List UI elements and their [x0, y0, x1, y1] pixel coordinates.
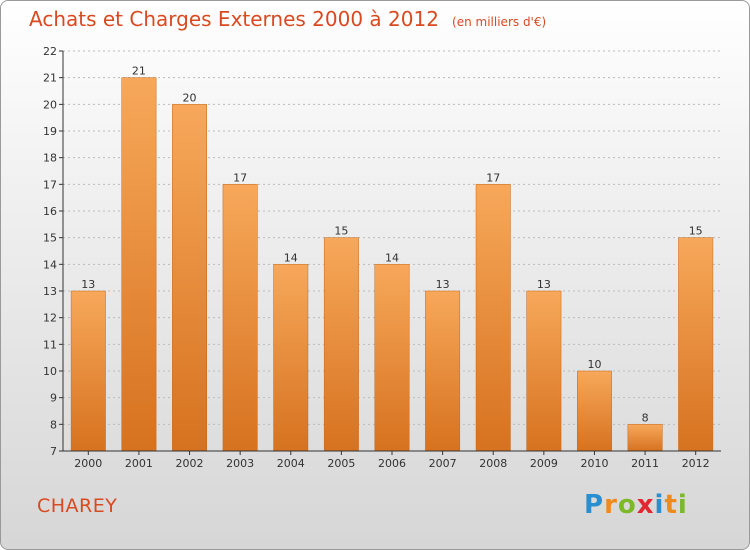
bar-value-label: 20 [183, 91, 197, 104]
bar [526, 290, 562, 452]
bar-value-label: 15 [334, 225, 348, 238]
logo-letter: o [617, 490, 637, 520]
x-tick-label: 2011 [631, 457, 659, 470]
logo-letter: t [664, 490, 678, 520]
bar-value-label: 17 [233, 171, 247, 184]
logo-letter: i [654, 490, 665, 520]
y-tick-label: 11 [43, 338, 57, 351]
chart-title-block: Achats et Charges Externes 2000 à 2012 (… [29, 7, 546, 31]
x-tick-label: 2012 [682, 457, 710, 470]
logo-letter: x [636, 490, 655, 520]
proxiti-logo[interactable]: Proxiti [584, 490, 688, 520]
bar [70, 290, 106, 452]
bar-value-label: 14 [385, 251, 399, 264]
bar-value-label: 13 [436, 278, 450, 291]
logo-letter: r [604, 490, 618, 520]
y-tick-label: 14 [43, 258, 57, 271]
bar-value-label: 15 [689, 225, 703, 238]
x-tick-label: 2006 [378, 457, 406, 470]
x-tick-label: 2008 [479, 457, 507, 470]
x-tick-label: 2003 [226, 457, 254, 470]
y-tick-label: 21 [43, 72, 57, 85]
y-tick-label: 18 [43, 152, 57, 165]
x-tick-label: 2010 [580, 457, 608, 470]
logo-letter: i [677, 490, 688, 520]
y-tick-label: 22 [43, 45, 57, 58]
bar [475, 184, 511, 452]
bar-value-label: 10 [587, 358, 601, 371]
y-tick-label: 19 [43, 125, 57, 138]
y-tick-label: 12 [43, 312, 57, 325]
bar-value-label: 8 [642, 411, 649, 424]
bar [627, 424, 663, 452]
bar [425, 290, 461, 452]
bar-value-label: 17 [486, 171, 500, 184]
commune-name: CHAREY [37, 495, 118, 517]
bar [172, 104, 207, 452]
bar-value-label: 13 [81, 278, 95, 291]
y-tick-label: 7 [50, 445, 57, 458]
chart-unit: (en milliers d'€) [452, 15, 547, 29]
y-tick-label: 8 [50, 418, 57, 431]
bar [273, 264, 309, 452]
y-tick-label: 16 [43, 205, 57, 218]
y-tick-label: 10 [43, 365, 57, 378]
x-tick-label: 2007 [429, 457, 457, 470]
bar [222, 184, 258, 452]
bar [323, 237, 359, 452]
bar [577, 370, 612, 452]
bar [121, 77, 157, 452]
chart-title: Achats et Charges Externes 2000 à 2012 [29, 7, 439, 31]
y-tick-label: 15 [43, 232, 57, 245]
bar-value-label: 14 [284, 251, 298, 264]
y-tick-label: 20 [43, 98, 57, 111]
bar-value-label: 13 [537, 278, 551, 291]
x-tick-label: 2009 [530, 457, 558, 470]
bar [374, 264, 410, 452]
y-tick-label: 13 [43, 285, 57, 298]
bar-value-label: 21 [132, 65, 146, 78]
y-tick-label: 9 [50, 392, 57, 405]
logo-letter: P [584, 490, 605, 520]
bar [678, 237, 714, 452]
x-tick-label: 2001 [125, 457, 153, 470]
y-tick-label: 17 [43, 178, 57, 191]
x-tick-label: 2002 [176, 457, 204, 470]
x-tick-label: 2005 [327, 457, 355, 470]
x-tick-label: 2004 [277, 457, 305, 470]
x-tick-label: 2000 [74, 457, 102, 470]
